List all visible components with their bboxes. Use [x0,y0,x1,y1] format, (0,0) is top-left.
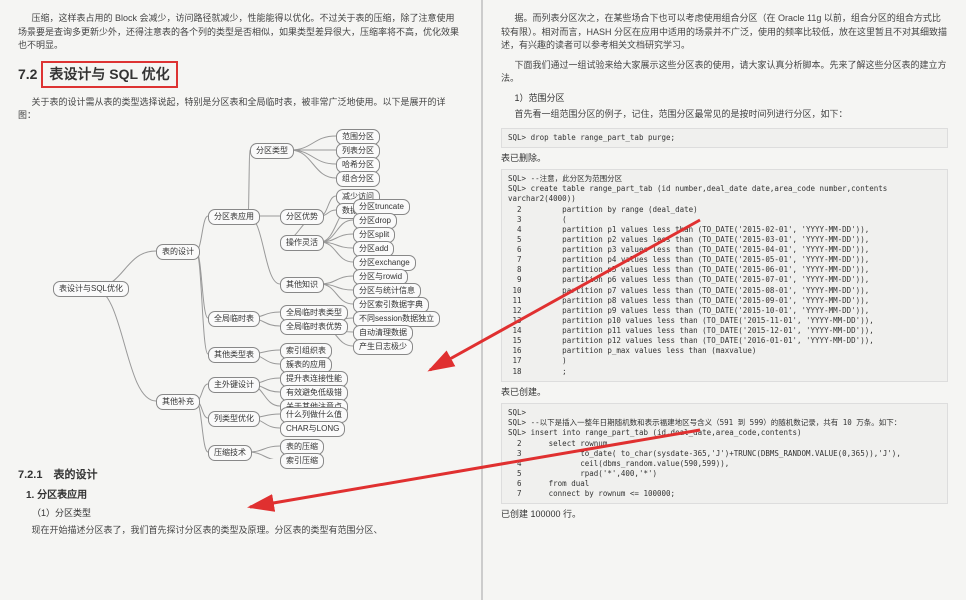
node-otype: 其他类型表 [208,347,260,363]
status-dropped: 表已删除。 [501,152,948,166]
node-coltype: 列类型优化 [208,411,260,427]
node-other: 其他补充 [156,394,200,410]
node-papp: 分区表应用 [208,209,260,225]
node-gadv3: 产生日志极少 [353,339,413,355]
node-root: 表设计与SQL优化 [53,281,129,297]
node-padv3: 操作灵活 [280,235,324,251]
subsection-1-heading: 1. 分区表应用 [26,488,463,503]
node-cp2: 索引压缩 [280,453,324,469]
section-7-2-heading: 7.2 表设计与 SQL 优化 [18,61,463,88]
sql-drop-block: SQL> drop table range_part_tab purge; [501,128,948,148]
r-subpara1: 首先看一组范围分区的例子，记住，范围分区最常见的是按时间列进行分区，如下： [501,108,948,122]
intro-paragraph: 关于表的设计需从表的类型选择说起，特别是分区表和全局临时表，被非常广泛地使用。以… [18,96,463,123]
h2-number: 7.2 [18,66,37,82]
item-1-heading: （1）分区类型 [32,507,463,521]
r-para2: 下面我们通过一组试验来给大家展示这些分区表的使用，请大家认真分析脚本。先来了解这… [501,59,948,86]
node-tdesign: 表的设计 [156,244,200,260]
node-gtmp2: 全局临时表优势 [280,319,348,335]
sql-create-block: SQL> --注意，此分区为范围分区 SQL> create table ran… [501,169,948,382]
node-comp: 压缩技术 [208,445,252,461]
mind-map-diagram: 表设计与SQL优化 表的设计其他补充 分区类型分区表应用全局临时表其他类型表主外键设… [18,129,463,459]
status-rows: 已创建 100000 行。 [501,508,948,522]
h2-title-boxed: 表设计与 SQL 优化 [41,61,177,88]
node-ptype4: 组合分区 [336,171,380,187]
node-gtmp: 全局临时表 [208,311,260,327]
status-created: 表已创建。 [501,386,948,400]
sql-insert-block: SQL> SQL> --以下是插入一整年日期随机数和表示福建地区号含义（591 … [501,403,948,504]
top-paragraph: 压缩，这样表占用的 Block 会减少，访问路径就减少，性能能得以优化。不过关于… [18,12,463,53]
node-ct2: CHAR与LONG [280,421,345,437]
r-para1: 据。而列表分区次之，在某些场合下也可以考虑使用组合分区（在 Oracle 11g… [501,12,948,53]
node-oknow: 其他知识 [280,277,324,293]
node-ptype: 分区类型 [250,143,294,159]
left-page: 压缩，这样表占用的 Block 会减少，访问路径就减少，性能能得以优化。不过关于… [0,0,483,600]
node-padv: 分区优势 [280,209,324,225]
range-partition-heading: 1）范围分区 [515,92,949,106]
node-pkdesign: 主外键设计 [208,377,260,393]
bottom-paragraph: 现在开始描述分区表了，我们首先探讨分区表的类型及原理。分区表的类型有范围分区、 [18,524,463,538]
section-7-2-1-heading: 7.2.1 表的设计 [18,467,463,484]
right-page: 据。而列表分区次之，在某些场合下也可以考虑使用组合分区（在 Oracle 11g… [483,0,966,600]
sql1: SQL> drop table range_part_tab purge; [508,133,675,142]
